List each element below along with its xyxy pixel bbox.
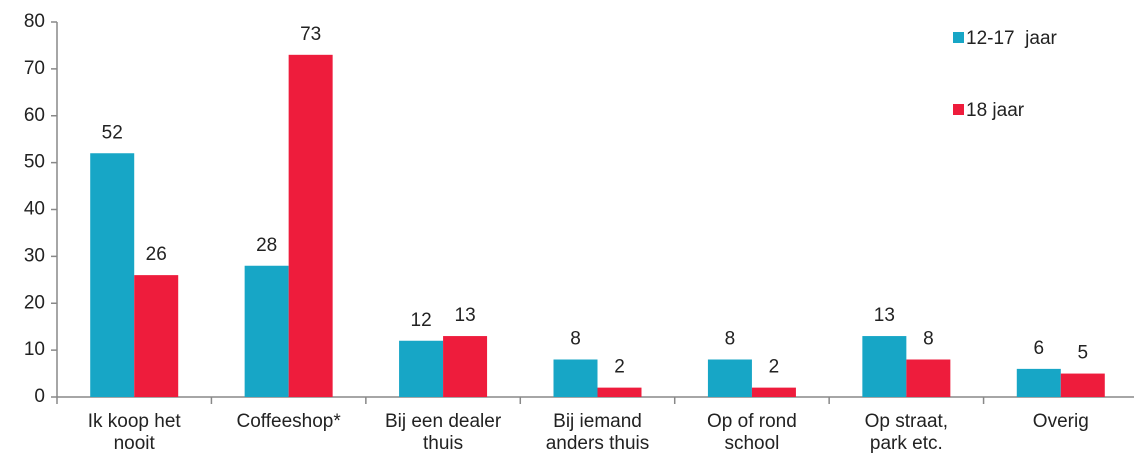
bar [288, 54, 333, 397]
bar [707, 359, 752, 397]
y-tick-label: 70 [24, 58, 45, 79]
y-tick-label: 60 [24, 105, 45, 126]
value-label: 13 [455, 305, 476, 326]
bar [1060, 373, 1105, 397]
legend-swatch [953, 32, 964, 43]
y-tick-label: 40 [24, 199, 45, 220]
value-label: 12 [411, 310, 432, 331]
x-tick-label: Ik koop het nooit [88, 411, 182, 454]
bar [906, 359, 951, 397]
value-label: 8 [923, 329, 934, 350]
value-label: 13 [874, 305, 895, 326]
x-tick-label: Bij een dealer thuis [385, 411, 502, 454]
y-tick-label: 10 [24, 339, 45, 360]
bar [862, 336, 907, 397]
bar [90, 153, 135, 397]
bar [1016, 368, 1061, 397]
value-label: 2 [769, 357, 780, 378]
y-tick-label: 0 [34, 386, 45, 407]
bar [553, 359, 598, 397]
value-label: 5 [1077, 343, 1088, 364]
y-tick-label: 30 [24, 245, 45, 266]
x-tick-label: Op of rond school [707, 411, 797, 454]
value-label: 52 [102, 122, 123, 143]
value-label: 8 [570, 329, 581, 350]
bar [443, 336, 488, 397]
x-tick-label: Coffeeshop* [237, 411, 342, 432]
bar [597, 387, 642, 397]
value-label: 6 [1033, 338, 1044, 359]
value-label: 8 [725, 329, 736, 350]
y-tick-label: 50 [24, 152, 45, 173]
value-label: 73 [300, 24, 321, 45]
value-label: 26 [146, 244, 167, 265]
bar [399, 340, 444, 397]
bar [134, 275, 179, 397]
legend-label: 18 jaar [966, 100, 1025, 121]
y-tick-label: 20 [24, 292, 45, 313]
y-tick-label: 80 [24, 11, 45, 32]
legend-swatch [953, 104, 964, 115]
value-label: 28 [256, 235, 277, 256]
x-tick-label: Op straat, park etc. [865, 411, 948, 454]
bar [244, 265, 289, 397]
value-label: 2 [614, 357, 625, 378]
x-tick-label: Overig [1033, 411, 1089, 432]
legend-label: 12-17 jaar [966, 28, 1058, 49]
bar [751, 387, 796, 397]
x-tick-label: Bij iemand anders thuis [546, 411, 650, 454]
